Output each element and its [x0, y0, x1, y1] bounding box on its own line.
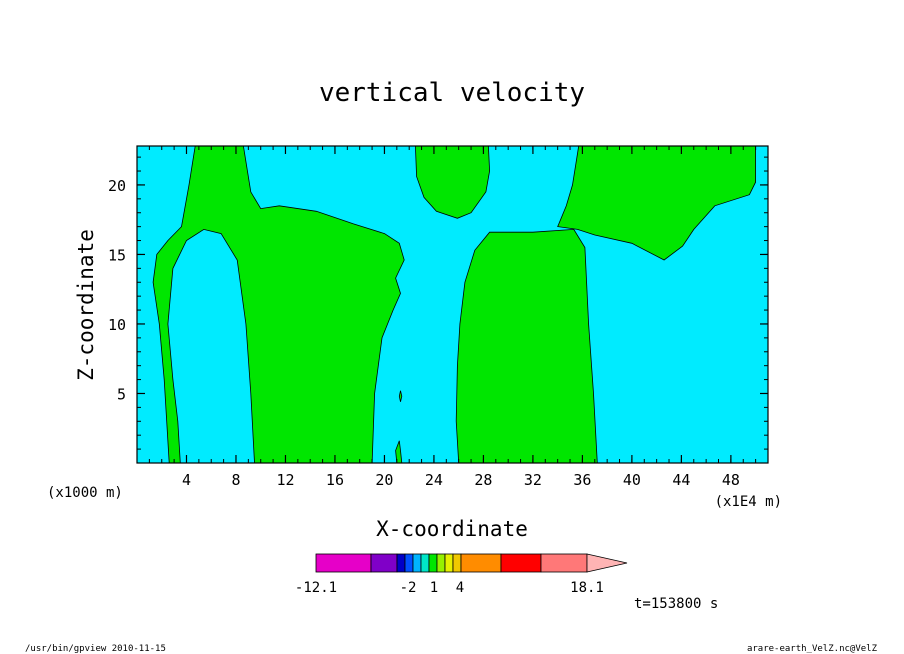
x-tick-label: 16 — [326, 471, 344, 489]
contour-region-1 — [152, 145, 405, 464]
colorbar-label: -2 — [400, 580, 417, 596]
x-tick-label: 48 — [722, 471, 740, 489]
colorbar-segment — [540, 553, 588, 573]
plot-frame — [136, 145, 769, 464]
y-tick-label: 15 — [108, 246, 126, 264]
colorbar-segment — [404, 553, 414, 573]
y-axis-label: Z-coordinate — [74, 229, 98, 381]
x-tick-label: 8 — [231, 471, 240, 489]
x-tick-label: 4 — [182, 471, 191, 489]
contour-regions — [152, 145, 756, 464]
x-tick-label: 44 — [672, 471, 690, 489]
x-tick-label: 28 — [474, 471, 492, 489]
y-tick-label: 20 — [108, 177, 126, 195]
x-tick-label: 20 — [375, 471, 393, 489]
colorbar-segment — [315, 553, 372, 573]
x-tick-label: 40 — [623, 471, 641, 489]
x-unit-left: (x1000 m) — [47, 485, 123, 501]
x-tick-label: 36 — [573, 471, 591, 489]
x-tick-label: 32 — [524, 471, 542, 489]
colorbar-segment — [460, 553, 502, 573]
colorbar: -12.1 -2 1 4 18.1 — [295, 553, 628, 596]
axis-ticks — [136, 146, 769, 464]
colorbar-segment — [452, 553, 462, 573]
colorbar-label: 4 — [456, 580, 464, 596]
colorbar-segment — [436, 553, 446, 573]
y-tick-label: 10 — [108, 316, 126, 334]
plot-area — [136, 145, 769, 464]
time-label: t=153800 s — [634, 596, 718, 612]
chart-title: vertical velocity — [319, 78, 585, 108]
x-axis-label: X-coordinate — [376, 517, 528, 541]
x-tick-label: 24 — [425, 471, 443, 489]
footer-left: /usr/bin/gpview 2010-11-15 — [25, 644, 166, 654]
colorbar-label: -12.1 — [295, 580, 337, 596]
colorbar-segment — [370, 553, 398, 573]
colorbar-segment — [412, 553, 422, 573]
colorbar-segment — [420, 553, 430, 573]
contour-region-5 — [408, 145, 756, 261]
footer-right: arare-earth_VelZ.nc@VelZ — [747, 644, 878, 654]
contour-region-4 — [455, 228, 598, 464]
colorbar-segment — [396, 553, 406, 573]
colorbar-segment — [444, 553, 454, 573]
colorbar-extend-arrow — [586, 553, 628, 573]
colorbar-label: 18.1 — [570, 580, 604, 596]
colorbar-label: 1 — [430, 580, 438, 596]
contour-region-3 — [398, 390, 403, 402]
contour-region-6 — [414, 145, 491, 219]
colorbar-segment — [428, 553, 438, 573]
x-tick-label: 12 — [276, 471, 294, 489]
colorbar-segment — [500, 553, 542, 573]
y-tick-label: 5 — [117, 385, 126, 403]
x-unit-right: (x1E4 m) — [715, 494, 782, 510]
